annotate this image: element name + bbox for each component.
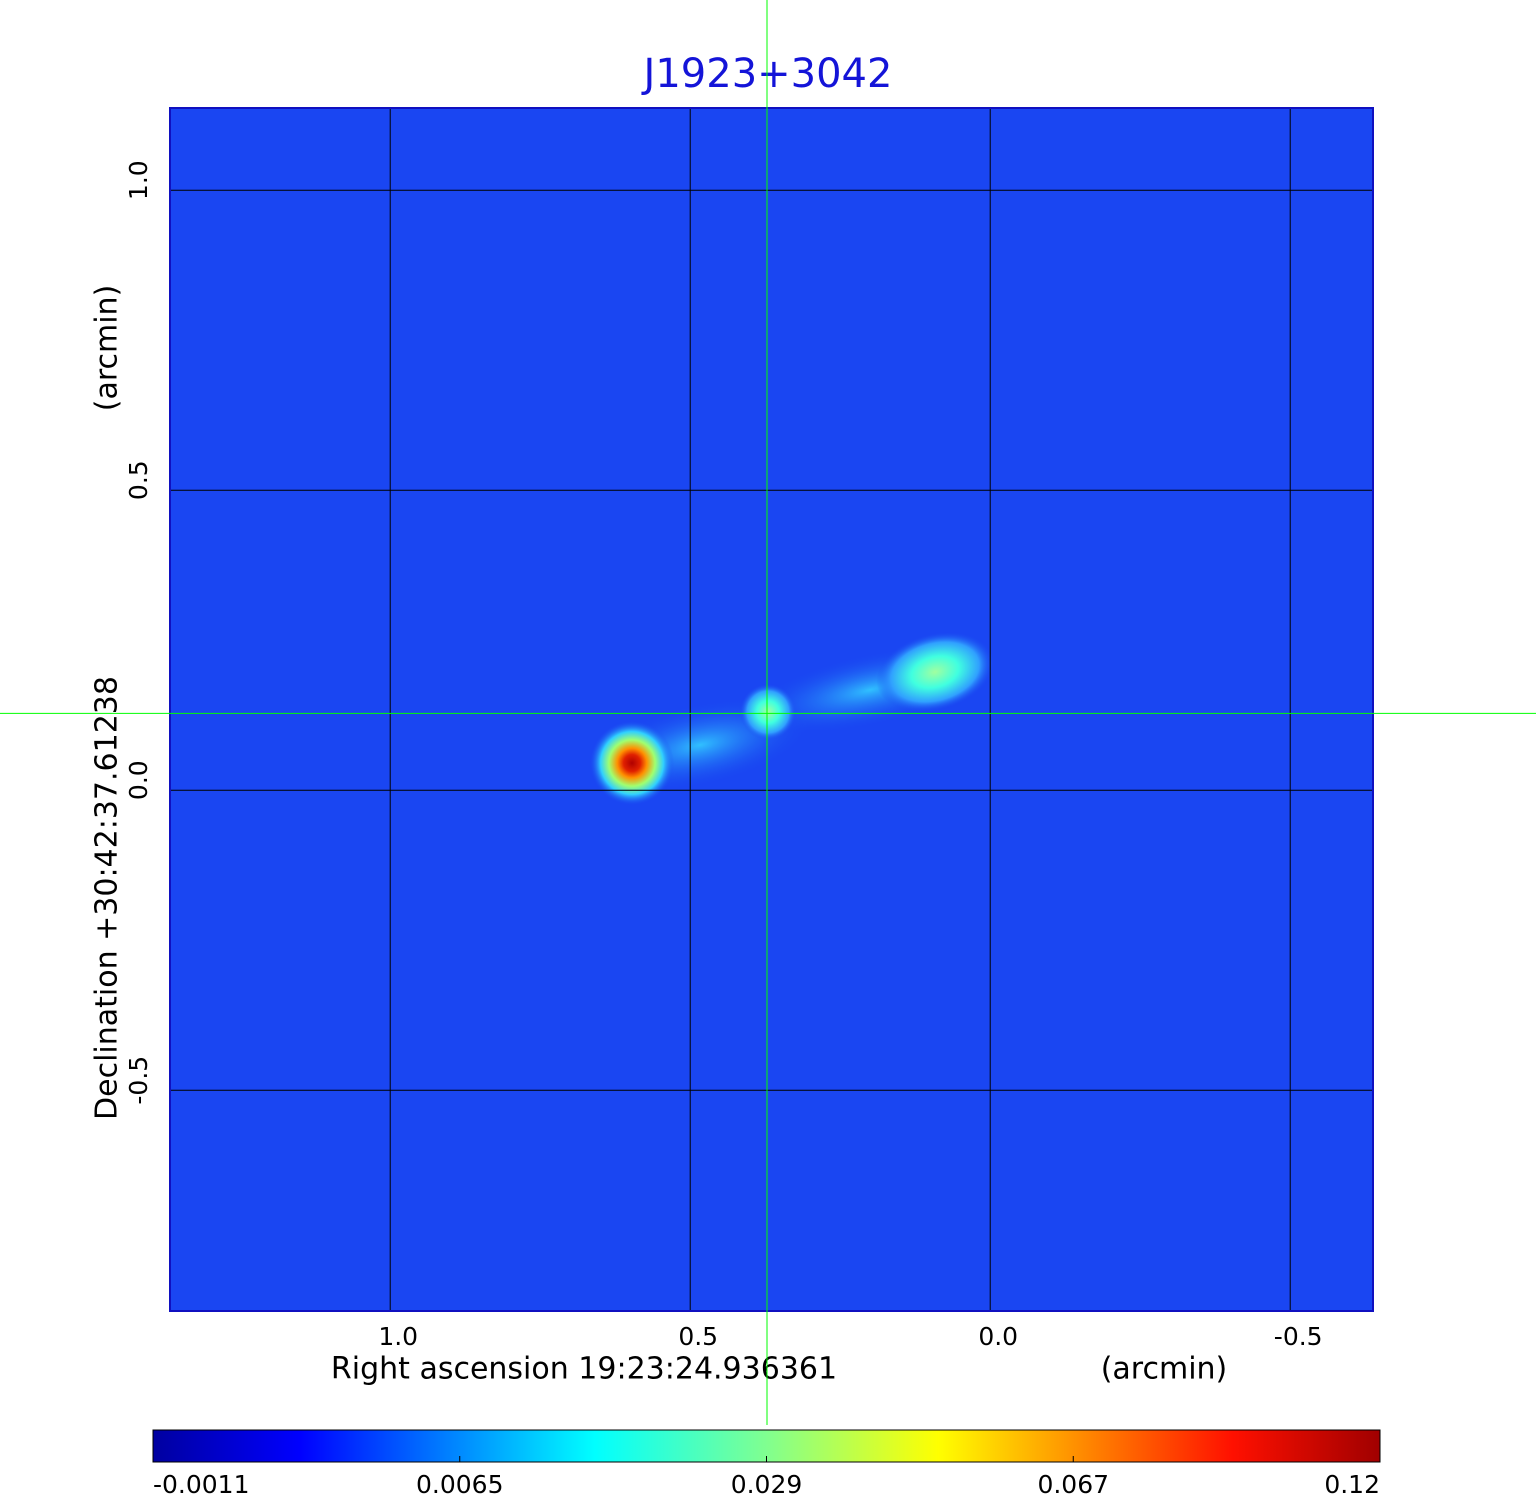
y-tick-label: 0.0 [124,760,153,800]
x-tick-label: 0.5 [678,1322,718,1351]
grid [170,108,1373,1311]
x-axis-label: Right ascension 19:23:24.936361 [331,1352,837,1387]
plot-frame [169,107,1374,1312]
colorbar-tick-label: 0.12 [1324,1470,1380,1499]
colorbar-tick-label: 0.0065 [416,1470,503,1499]
y-tick-label: -0.5 [124,1056,153,1105]
y-tick-label: 0.5 [124,460,153,500]
x-tick-label: 0.0 [978,1322,1018,1351]
y-tick-label: 1.0 [124,160,153,200]
x-axis-unit: (arcmin) [1101,1352,1228,1387]
x-tick-label: -0.5 [1274,1322,1323,1351]
source-lobe [876,632,994,712]
x-tick-label: 1.0 [378,1322,418,1351]
colorbar-tick-label: -0.0011 [153,1470,250,1499]
image [170,108,1373,1311]
y-axis-unit: (arcmin) [90,285,125,412]
colorbar-tick-label: 0.067 [1037,1470,1109,1499]
colorbar-tick-label: 0.029 [731,1470,803,1499]
source-core [740,684,796,740]
source-peak [590,721,674,805]
y-axis-label: Declination +30:42:37.61238 [90,676,125,1120]
